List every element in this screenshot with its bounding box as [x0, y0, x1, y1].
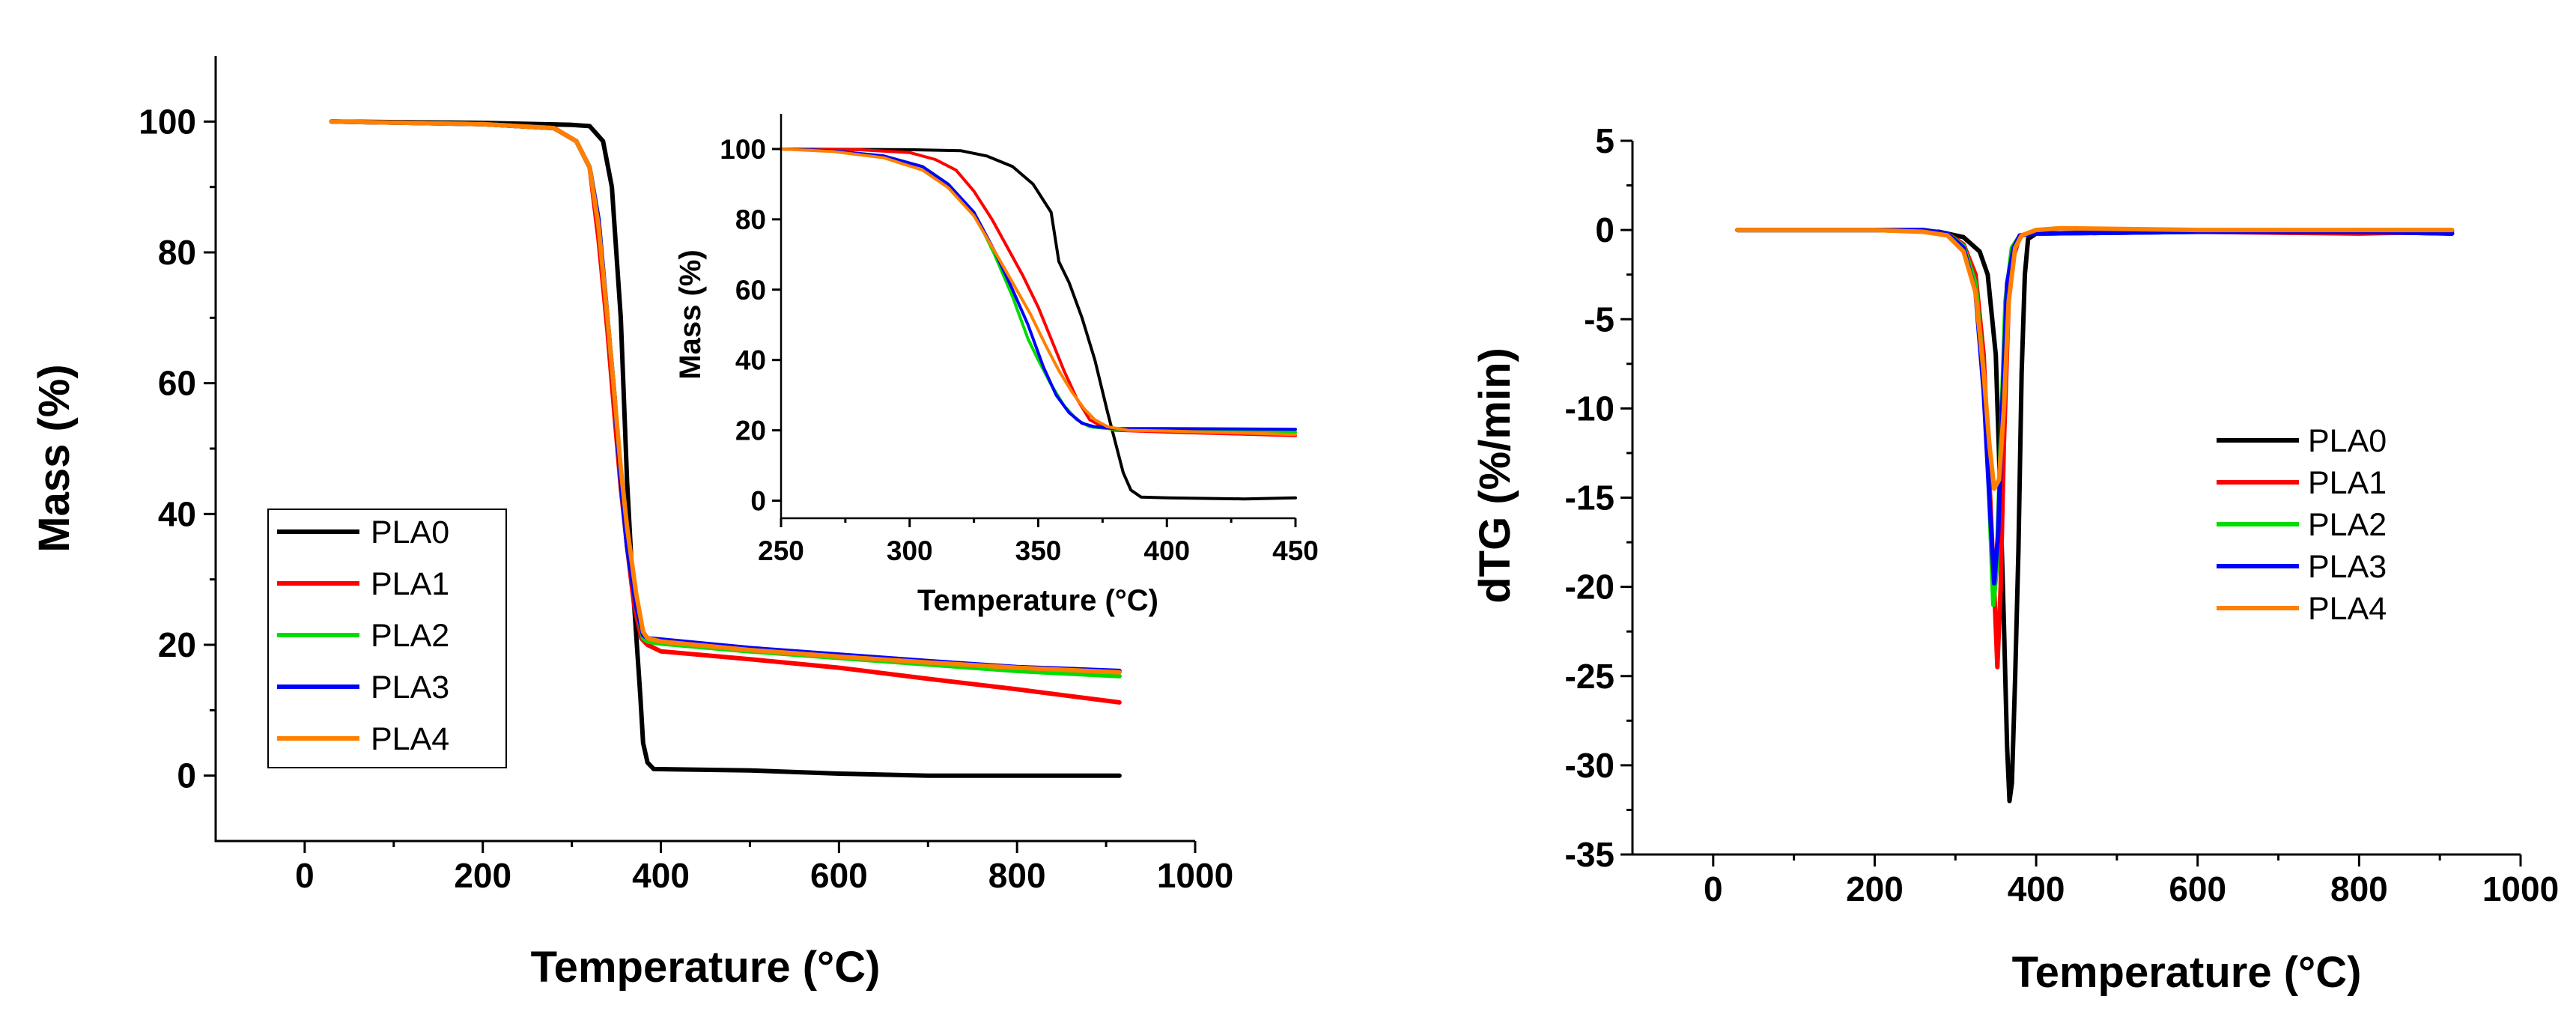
mass-y-tick-label: 60 — [158, 364, 196, 403]
mass-y-tick-label: 20 — [158, 625, 196, 664]
inset-series-pla3 — [780, 148, 1297, 431]
inset-x-axis-title: Temperature (°C) — [917, 584, 1158, 617]
dtg-legend-items: PLA0 PLA1 PLA2 PLA3 PLA4 — [2217, 423, 2387, 627]
mass-legend: PLA0 PLA1 PLA2 PLA3 PLA4 — [267, 509, 507, 768]
inset-x-tick-label: 250 — [758, 535, 804, 566]
dtg-y-tick-label: -35 — [1565, 835, 1614, 874]
mass-x-tick-label: 0 — [295, 856, 315, 895]
inset-y-axis-title: Mass (%) — [674, 249, 707, 379]
dtg-legend-label-pla1: PLA1 — [2308, 465, 2387, 501]
mass-legend-label-pla1: PLA1 — [371, 566, 449, 602]
dtg-x-tick-label: 0 — [1704, 869, 1723, 908]
dtg-y-tick-label: 0 — [1595, 210, 1614, 249]
mass-x-tick-label: 400 — [632, 856, 690, 895]
dtg-y-axis-title: dTG (%/min) — [1471, 347, 1519, 604]
mass-x-tick-label: 200 — [454, 856, 511, 895]
inset-x-tick-label: 450 — [1272, 535, 1319, 566]
mass-y-tick-label: 80 — [158, 233, 196, 272]
mass-legend-label-pla2: PLA2 — [371, 618, 449, 654]
mass-x-tick-label: 600 — [810, 856, 868, 895]
inset-y-tick-label: 20 — [735, 416, 766, 446]
inset-y-tick-label: 40 — [735, 345, 766, 376]
inset-y-ticks: 0 20 40 60 80 100 — [720, 134, 781, 517]
dtg-y-tick-label: -30 — [1565, 746, 1614, 785]
dtg-plot-series — [1735, 225, 2455, 804]
dtg-legend-label-pla4: PLA4 — [2308, 591, 2387, 627]
dtg-legend: PLA0 PLA1 PLA2 PLA3 PLA4 — [2217, 419, 2411, 649]
mass-y-tick-label: 100 — [139, 102, 196, 141]
dtg-chart: 0 200 400 600 800 1000 5 0 -5 -10 -15 -20 -25 -30 -35… — [1471, 121, 2559, 997]
dtg-y-tick-label: -15 — [1565, 479, 1614, 517]
inset-y-tick-label: 0 — [750, 486, 766, 517]
mass-series-pla4 — [329, 119, 1122, 675]
dtg-y-tick-label: 5 — [1595, 121, 1614, 160]
inset-x-tick-label: 400 — [1143, 535, 1190, 566]
mass-y-ticks: 0 20 40 60 80 100 — [139, 102, 216, 795]
dtg-series-pla4 — [1735, 225, 2455, 491]
dtg-x-axis-title: Temperature (°C) — [2012, 948, 2362, 997]
mass-plot-series — [329, 119, 1122, 778]
mass-x-ticks: 0 200 400 600 800 1000 — [295, 841, 1233, 895]
dtg-y-ticks: 5 0 -5 -10 -15 -20 -25 -30 -35 — [1565, 121, 1632, 874]
mass-series-pla0 — [329, 119, 1122, 778]
dtg-legend-label-pla3: PLA3 — [2308, 549, 2387, 585]
dtg-x-tick-label: 200 — [1846, 869, 1904, 908]
dtg-x-tick-label: 400 — [2008, 869, 2065, 908]
dtg-legend-label-pla2: PLA2 — [2308, 507, 2387, 543]
mass-x-tick-label: 800 — [988, 856, 1046, 895]
inset-series-pla4 — [780, 148, 1297, 437]
dtg-x-tick-label: 800 — [2330, 869, 2388, 908]
dtg-legend-box — [2217, 419, 2411, 649]
mass-x-tick-label: 1000 — [1157, 856, 1233, 895]
mass-legend-label-pla3: PLA3 — [371, 670, 449, 705]
dtg-x-ticks: 0 200 400 600 800 1000 — [1704, 855, 2559, 908]
mass-y-axis-title: Mass (%) — [30, 364, 79, 552]
inset-x-tick-label: 300 — [887, 535, 933, 566]
dtg-y-tick-label: -20 — [1565, 568, 1614, 607]
inset-plot-series — [780, 148, 1297, 501]
mass-x-axis-title: Temperature (°C) — [531, 943, 881, 992]
dtg-y-tick-label: -10 — [1565, 389, 1614, 428]
inset-x-ticks: 250 300 350 400 450 — [758, 518, 1319, 566]
mass-legend-label-pla0: PLA0 — [371, 514, 449, 550]
mass-y-tick-label: 40 — [158, 494, 196, 533]
inset-y-tick-label: 60 — [735, 275, 766, 306]
mass-legend-box — [267, 509, 507, 768]
mass-y-tick-label: 0 — [177, 756, 196, 795]
inset-y-tick-label: 100 — [720, 134, 766, 165]
mass-legend-label-pla4: PLA4 — [371, 721, 449, 757]
dtg-x-tick-label: 600 — [2169, 869, 2226, 908]
dtg-legend-label-pla0: PLA0 — [2308, 423, 2387, 459]
inset-y-tick-label: 80 — [735, 204, 766, 235]
inset-x-tick-label: 350 — [1015, 535, 1062, 566]
dtg-y-tick-label: -5 — [1584, 300, 1614, 339]
inset-series-pla0 — [780, 148, 1297, 501]
dtg-y-tick-label: -25 — [1565, 657, 1614, 696]
dtg-x-tick-label: 1000 — [2482, 869, 2559, 908]
mass-legend-items: PLA0 PLA1 PLA2 PLA3 PLA4 — [277, 514, 449, 757]
mass-inset: 250 300 350 400 450 0 20 40 60 80 100 Temperature… — [674, 114, 1319, 617]
